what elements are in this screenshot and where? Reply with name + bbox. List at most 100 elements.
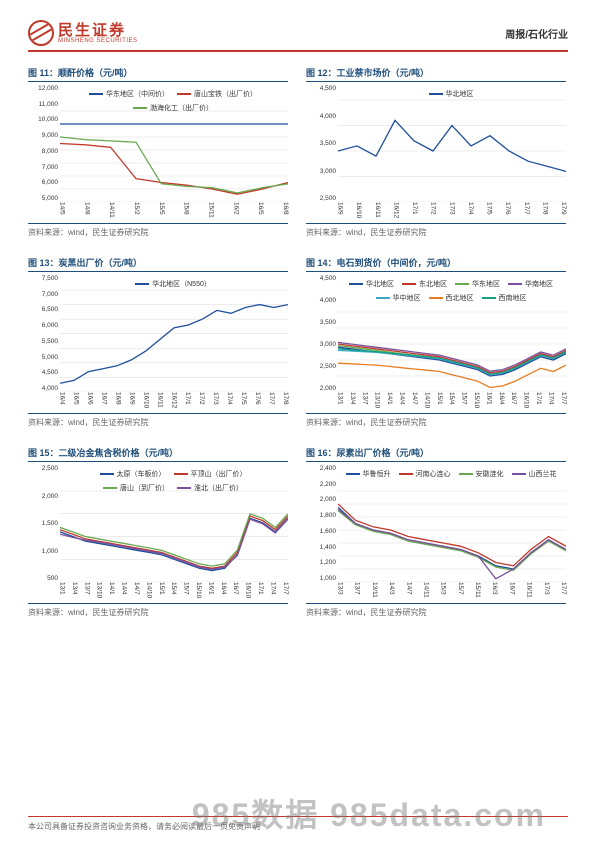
legend-label: 河南心连心 <box>416 469 451 479</box>
x-tick: 15/4 <box>448 392 455 410</box>
x-tick: 16/4 <box>58 392 65 410</box>
legend-item: 华鲁恒升 <box>346 469 391 479</box>
x-tick: 15/7 <box>460 392 467 410</box>
legend-swatch <box>133 107 147 109</box>
chart-title: 图 15：二级冶金焦含税价格（元/吨） <box>28 446 288 462</box>
y-tick: 5,500 <box>28 338 58 345</box>
series-line <box>60 305 288 384</box>
legend-item: 太原（车板价） <box>100 469 166 479</box>
x-tick: 17/4 <box>466 202 473 220</box>
y-tick: 1,000 <box>28 548 58 555</box>
plot-svg <box>60 275 288 392</box>
x-tick: 16/5 <box>257 202 264 220</box>
legend-label: 淮北（出厂价） <box>194 483 243 493</box>
y-tick: 4,500 <box>28 369 58 376</box>
chart-legend: 太原（车板价）平顶山（出厂价）唐山（到厂价）淮北（出厂价） <box>62 467 284 495</box>
chart-block-15: 图 15：二级冶金焦含税价格（元/吨）太原（车板价）平顶山（出厂价）唐山（到厂价… <box>28 446 288 626</box>
x-tick: 17/7 <box>559 582 566 600</box>
x-tick: 14/4 <box>398 392 405 410</box>
x-tick: 15/4 <box>170 582 177 600</box>
x-tick: 14/1 <box>386 392 393 410</box>
x-tick: 14/11 <box>422 582 429 600</box>
x-tick: 17/8 <box>541 202 548 220</box>
legend-label: 华北地区 <box>446 89 474 99</box>
y-tick: 4,500 <box>306 85 336 92</box>
x-tick: 16/2 <box>232 202 239 220</box>
x-tick: 16/10 <box>244 582 251 600</box>
x-tick: 13/10 <box>373 392 380 410</box>
legend-label: 安徽涟化 <box>476 469 504 479</box>
x-tick: 17/7 <box>559 392 566 410</box>
legend-label: 东北地区 <box>419 279 447 289</box>
x-tick: 14/7 <box>132 582 139 600</box>
x-tick: 16/6 <box>86 392 93 410</box>
x-tick: 17/4 <box>547 392 554 410</box>
x-tick: 16/8 <box>281 202 288 220</box>
x-tick: 16/12 <box>392 202 399 220</box>
x-tick: 14/11 <box>108 202 115 220</box>
x-axis: 14/514/814/1115/215/515/815/1116/216/516… <box>58 202 288 220</box>
x-tick: 14/10 <box>423 392 430 410</box>
y-tick: 5,000 <box>28 195 58 202</box>
legend-item: 华北地区（N550） <box>135 279 211 289</box>
x-tick: 16/8 <box>114 392 121 410</box>
legend-swatch <box>455 283 469 285</box>
x-tick: 16/4 <box>497 392 504 410</box>
y-axis: 4,5004,0003,5003,0002,500 <box>306 85 336 202</box>
x-axis: 16/916/1016/1116/1217/117/217/317/417/51… <box>336 202 566 220</box>
x-tick: 16/5 <box>72 392 79 410</box>
x-tick: 17/6 <box>254 392 261 410</box>
x-tick: 16/3 <box>491 582 498 600</box>
chart-canvas: 华鲁恒升河南心连心安徽涟化山西兰花2,4002,2002,0001,8001,6… <box>306 465 566 600</box>
x-tick: 16/10 <box>355 202 362 220</box>
legend-item: 平顶山（出厂价） <box>174 469 247 479</box>
y-axis: 4,5004,0003,5003,0002,5002,000 <box>306 275 336 392</box>
chart-legend: 华鲁恒升 河南心连心 安徽涟化 山西兰花 <box>340 467 562 481</box>
legend-item: 华东地区（中间价） <box>89 89 169 99</box>
x-tick: 14/5 <box>58 202 65 220</box>
legend-swatch <box>177 487 191 489</box>
legend-item: 华中地区 <box>376 293 421 303</box>
y-tick: 500 <box>28 575 58 582</box>
y-tick: 7,500 <box>28 275 58 282</box>
y-tick: 7,000 <box>28 291 58 298</box>
legend-label: 山西兰花 <box>529 469 557 479</box>
x-tick: 13/7 <box>361 392 368 410</box>
legend-swatch <box>402 283 416 285</box>
x-tick: 13/3 <box>336 582 343 600</box>
legend-swatch <box>177 93 191 95</box>
x-tick: 17/7 <box>268 392 275 410</box>
x-axis: 13/113/413/713/1014/114/414/714/1015/115… <box>336 392 566 410</box>
chart-block-16: 图 16：尿素出厂价格（元/吨）华鲁恒升河南心连心安徽涟化山西兰花2,4002,… <box>306 446 566 626</box>
chart-canvas: 太原（车板价）平顶山（出厂价）唐山（到厂价）淮北（出厂价）2,5002,0001… <box>28 465 288 600</box>
x-axis: 13/113/413/713/1014/114/414/714/1015/115… <box>58 582 288 600</box>
page-header: 民生证券 MINSHENG SECURITIES 周报/石化行业 <box>28 20 568 52</box>
chart-title: 图 16：尿素出厂价格（元/吨） <box>306 446 566 462</box>
x-tick: 13/1 <box>336 392 343 410</box>
legend-item: 安徽涟化 <box>459 469 504 479</box>
y-tick: 4,000 <box>28 385 58 392</box>
x-tick: 14/7 <box>410 392 417 410</box>
header-section: 周报/石化行业 <box>505 26 568 41</box>
y-tick: 3,500 <box>306 140 336 147</box>
legend-item: 唐山宝铁（出厂价） <box>177 89 257 99</box>
chart-source: 资料来源：wind，民生证券研究院 <box>306 603 566 618</box>
legend-item: 华南地区 <box>508 279 553 289</box>
y-tick: 1,200 <box>306 559 336 566</box>
legend-swatch <box>429 93 443 95</box>
legend-label: 唐山宝铁（出厂价） <box>194 89 257 99</box>
plot-svg <box>338 465 566 582</box>
series-line <box>338 511 566 571</box>
x-tick: 15/7 <box>182 582 189 600</box>
legend-item: 华北地区 <box>429 89 474 99</box>
x-tick: 16/9 <box>128 392 135 410</box>
y-tick: 2,200 <box>306 481 336 488</box>
x-tick: 16/7 <box>232 582 239 600</box>
y-tick: 2,500 <box>306 195 336 202</box>
legend-swatch <box>482 297 496 299</box>
legend-swatch <box>346 473 360 475</box>
x-tick: 17/5 <box>240 392 247 410</box>
x-tick: 16/1 <box>207 582 214 600</box>
legend-item: 西北地区 <box>429 293 474 303</box>
x-tick: 14/10 <box>145 582 152 600</box>
